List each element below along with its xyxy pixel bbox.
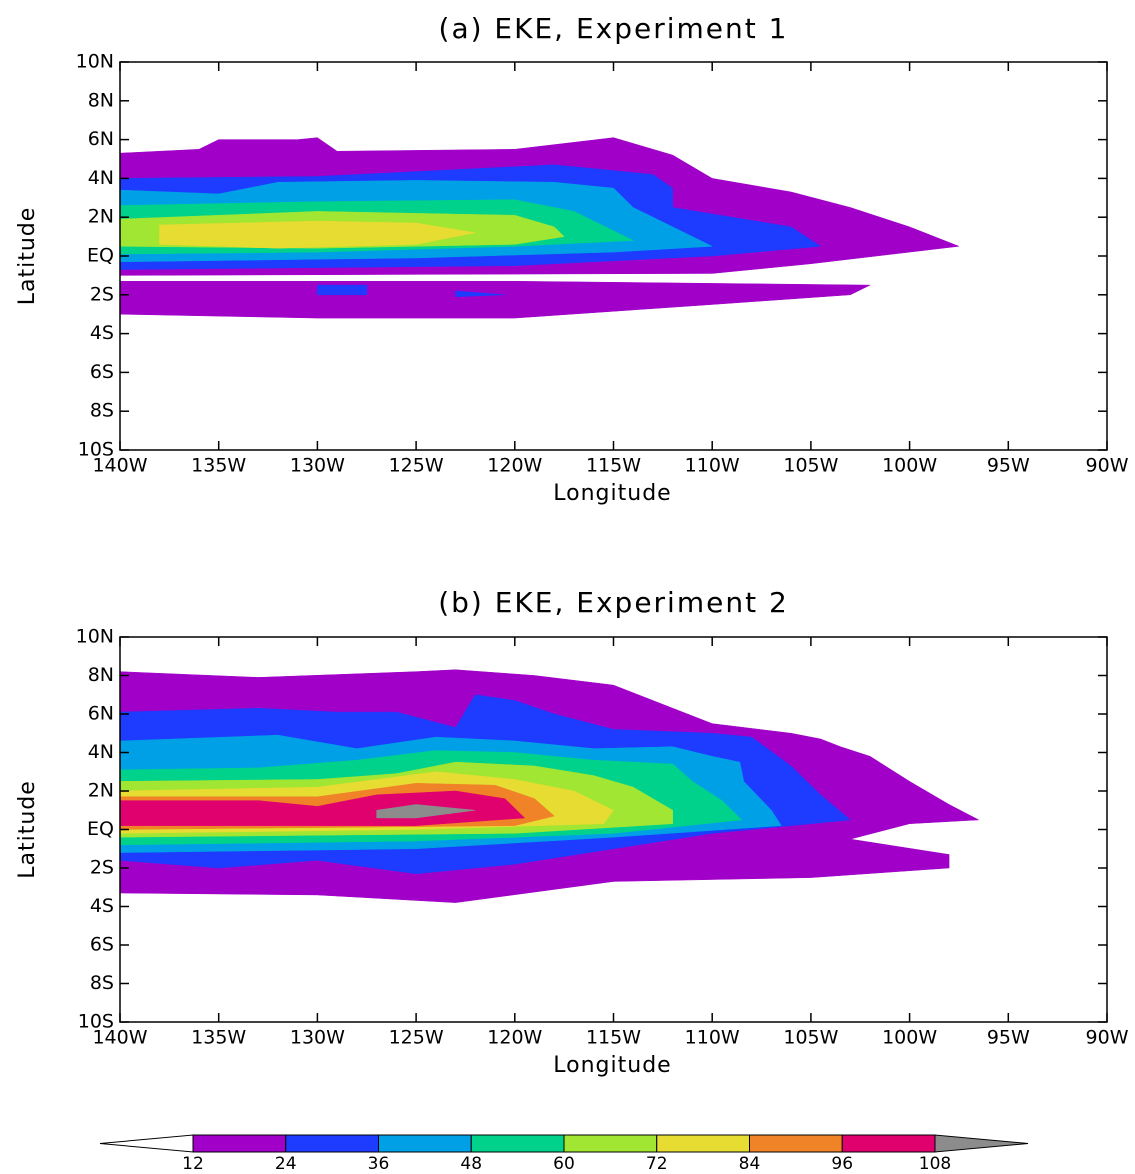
y-tick-label: 10N bbox=[76, 51, 114, 73]
colorbar-label: 36 bbox=[368, 1154, 390, 1174]
colorbar-label: 84 bbox=[739, 1154, 761, 1174]
y-tick-label: 8S bbox=[90, 972, 114, 994]
y-tick-label: 2N bbox=[88, 206, 114, 228]
x-tick-label: 135W bbox=[191, 1027, 246, 1049]
colorbar-box bbox=[470, 1134, 565, 1153]
y-tick-label: 4S bbox=[90, 895, 114, 917]
x-tick-label: 140W bbox=[92, 1027, 147, 1049]
x-tick-label: 120W bbox=[487, 455, 542, 477]
y-axis-label: Latitude bbox=[15, 780, 40, 879]
x-tick-label: 100W bbox=[882, 455, 937, 477]
contour-layer bbox=[120, 669, 980, 903]
colorbar-box bbox=[749, 1134, 843, 1153]
y-tick-label: 10S bbox=[78, 439, 114, 461]
x-tick-label: 110W bbox=[685, 1027, 740, 1049]
colorbar-box bbox=[192, 1134, 287, 1153]
y-tick-label: 4S bbox=[90, 322, 114, 344]
x-tick-label: 130W bbox=[290, 1027, 345, 1049]
x-tick-label: 100W bbox=[882, 1027, 937, 1049]
contour-fill bbox=[376, 804, 476, 819]
x-tick-label: 115W bbox=[586, 455, 641, 477]
x-tick-label: 120W bbox=[487, 1027, 542, 1049]
y-tick-label: 6S bbox=[90, 361, 114, 383]
colorbar-box bbox=[285, 1134, 379, 1153]
contour-fill bbox=[317, 284, 367, 296]
colorbar-label: 72 bbox=[646, 1154, 668, 1174]
y-tick-label: 8S bbox=[90, 400, 114, 422]
y-axis-label: Latitude bbox=[15, 207, 40, 306]
colorbar-label: 12 bbox=[182, 1154, 204, 1174]
x-tick-label: 115W bbox=[586, 1027, 641, 1049]
y-tick-label: 10N bbox=[76, 626, 114, 648]
y-tick-label: 2S bbox=[90, 283, 114, 305]
colorbar-box bbox=[841, 1134, 936, 1153]
x-tick-label: 125W bbox=[389, 1027, 444, 1049]
colorbar-box bbox=[656, 1134, 750, 1153]
x-tick-label: 125W bbox=[389, 455, 444, 477]
y-tick-label: 10S bbox=[78, 1011, 114, 1033]
colorbar-label: 24 bbox=[275, 1154, 297, 1174]
x-tick-label: 130W bbox=[290, 455, 345, 477]
y-tick-label: EQ bbox=[87, 245, 114, 267]
y-tick-label: 4N bbox=[88, 167, 114, 189]
x-tick-label: 95W bbox=[987, 1027, 1030, 1049]
x-tick-label: 95W bbox=[987, 455, 1030, 477]
y-tick-label: EQ bbox=[87, 818, 114, 840]
x-axis-label: Longitude bbox=[553, 1053, 671, 1078]
contour-layer bbox=[120, 137, 960, 319]
y-tick-label: 2S bbox=[90, 857, 114, 879]
x-tick-label: 90W bbox=[1086, 1027, 1129, 1049]
y-tick-label: 8N bbox=[88, 89, 114, 111]
colorbar-box bbox=[378, 1134, 472, 1153]
y-tick-label: 6N bbox=[88, 128, 114, 150]
chart-title: (a) EKE, Experiment 1 bbox=[439, 12, 789, 45]
y-tick-label: 4N bbox=[88, 741, 114, 763]
colorbar-label: 96 bbox=[831, 1154, 853, 1174]
y-tick-label: 6S bbox=[90, 934, 114, 956]
x-tick-label: 110W bbox=[685, 455, 740, 477]
x-tick-label: 90W bbox=[1086, 455, 1129, 477]
colorbar-label: 60 bbox=[553, 1154, 575, 1174]
x-tick-label: 135W bbox=[191, 455, 246, 477]
colorbar-extend-low bbox=[99, 1134, 194, 1153]
y-tick-label: 2N bbox=[88, 780, 114, 802]
y-tick-label: 6N bbox=[88, 703, 114, 725]
x-tick-label: 105W bbox=[783, 1027, 838, 1049]
colorbar-extend-high bbox=[934, 1134, 1029, 1153]
colorbar-box bbox=[563, 1134, 658, 1153]
chart-title: (b) EKE, Experiment 2 bbox=[438, 586, 789, 619]
contour-fill bbox=[120, 280, 871, 319]
colorbar-label: 108 bbox=[919, 1154, 951, 1174]
contour-fill bbox=[159, 220, 476, 249]
colorbar-label: 48 bbox=[460, 1154, 482, 1174]
x-tick-label: 140W bbox=[92, 455, 147, 477]
x-axis-label: Longitude bbox=[553, 481, 671, 506]
x-tick-label: 105W bbox=[783, 455, 838, 477]
y-tick-label: 8N bbox=[88, 664, 114, 686]
contour-fill bbox=[455, 290, 505, 298]
